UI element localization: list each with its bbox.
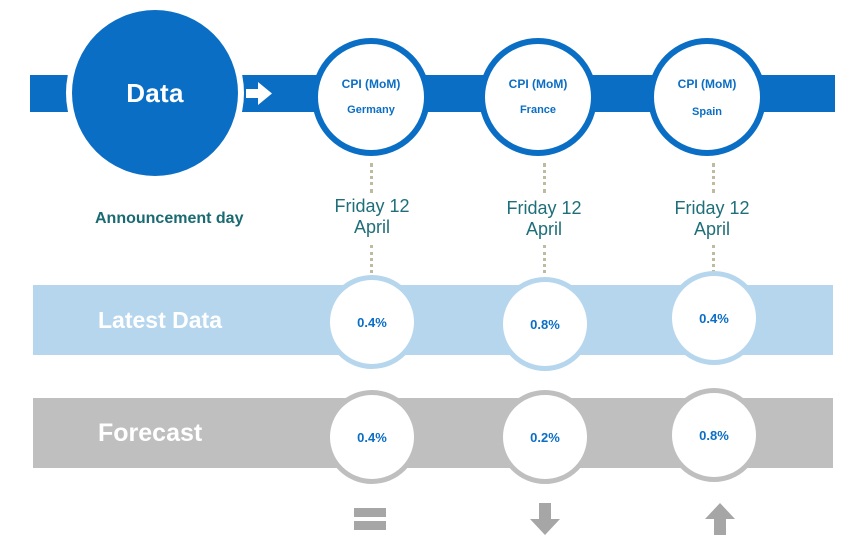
latest-circle-spain	[667, 271, 761, 365]
cpi-country-germany: Germany	[347, 104, 395, 116]
data-circle	[72, 10, 238, 176]
arrow-up-icon	[705, 503, 735, 535]
date-line1-spain: Friday 12	[674, 198, 750, 218]
announcement-label: Announcement day	[95, 210, 244, 227]
date-line1-germany: Friday 12	[334, 196, 410, 216]
date-france: Friday 12 April	[484, 198, 604, 240]
date-line1-france: Friday 12	[506, 198, 582, 218]
date-line2-spain: April	[693, 219, 730, 239]
forecast-circle-germany	[325, 390, 419, 484]
date-spain: Friday 12 April	[652, 198, 772, 240]
latest-value-germany: 0.4%	[357, 314, 387, 330]
latest-value-france: 0.8%	[530, 316, 560, 332]
latest-data-label: Latest Data	[98, 306, 222, 333]
forecast-circle-france	[498, 390, 592, 484]
forecast-value-spain: 0.8%	[699, 427, 729, 443]
data-label: Data	[126, 77, 184, 108]
connector-bottom-germany	[370, 245, 373, 273]
connector-bottom-spain	[712, 245, 715, 273]
connector-top-spain	[712, 163, 715, 193]
forecast-value-germany: 0.4%	[357, 429, 387, 445]
forecast-label: Forecast	[98, 418, 203, 447]
latest-value-spain: 0.4%	[699, 310, 729, 326]
latest-circle-france	[498, 277, 592, 371]
forecast-circle-spain	[667, 388, 761, 482]
equal-icon	[354, 508, 386, 530]
cpi-title-germany: CPI (MoM)	[341, 77, 401, 91]
forecast-value-france: 0.2%	[530, 429, 560, 445]
connector-top-france	[543, 163, 546, 193]
cpi-country-france: France	[519, 104, 557, 116]
connector-top-germany	[370, 163, 373, 193]
cpi-circle-spain	[648, 38, 766, 156]
arrow-down-icon	[530, 503, 560, 535]
arrow-right-icon	[246, 82, 272, 105]
latest-circle-germany	[325, 275, 419, 369]
cpi-circle-germany	[312, 38, 430, 156]
date-line2-germany: April	[353, 217, 390, 237]
cpi-title-spain: CPI (MoM)	[677, 77, 737, 91]
date-germany: Friday 12 April	[312, 196, 432, 238]
cpi-country-spain: Spain	[692, 106, 722, 118]
date-line2-france: April	[525, 219, 562, 239]
cpi-title-france: CPI (MoM)	[508, 77, 568, 91]
connector-bottom-france	[543, 245, 546, 273]
cpi-circle-france	[479, 38, 597, 156]
